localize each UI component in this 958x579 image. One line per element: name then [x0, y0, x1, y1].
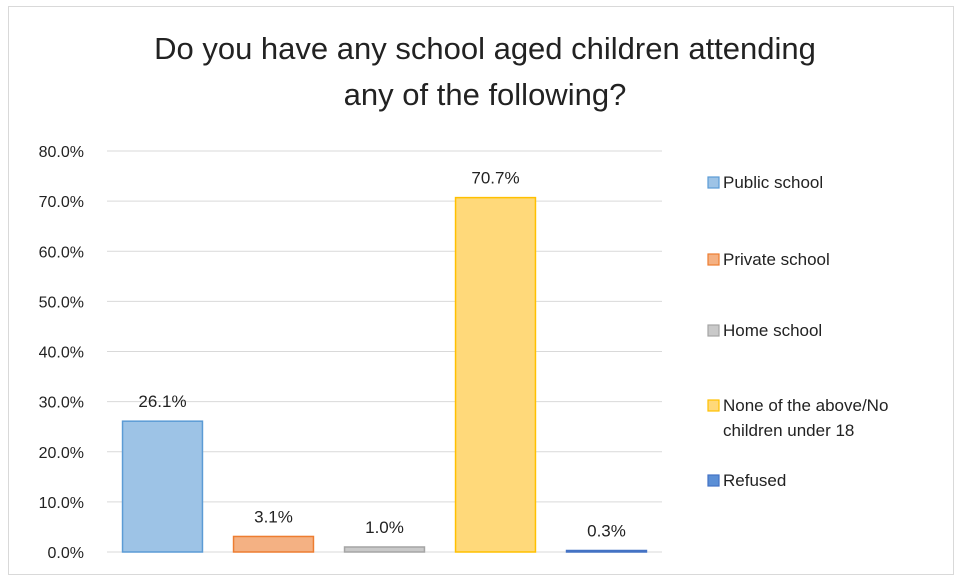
legend-label: Refused: [723, 471, 786, 490]
y-tick-label: 70.0%: [39, 194, 84, 211]
y-tick-label: 0.0%: [48, 545, 84, 562]
y-tick-label: 30.0%: [39, 395, 84, 412]
legend-label: Public school: [723, 173, 823, 192]
data-label: 1.0%: [365, 518, 404, 537]
data-labels: 26.1% 3.1% 1.0% 70.7% 0.3%: [138, 169, 625, 541]
legend-label: Private school: [723, 250, 830, 269]
y-axis-tick-labels: 0.0% 10.0% 20.0% 30.0% 40.0% 50.0% 60.0% 70.0% 8…: [39, 144, 84, 562]
chart-title: Do you have any school aged children att…: [0, 26, 958, 118]
y-tick-label: 10.0%: [39, 495, 84, 512]
data-label: 26.1%: [138, 392, 186, 411]
bar: [565, 549, 648, 553]
bar: [343, 546, 426, 553]
legend-label: children under 18: [723, 421, 854, 440]
legend-swatch: [707, 399, 720, 412]
legend-label: None of the above/No: [723, 396, 888, 415]
y-tick-label: 20.0%: [39, 445, 84, 462]
legend-swatch: [707, 176, 720, 189]
chart-frame: [8, 6, 954, 575]
bar: [454, 196, 537, 553]
y-tick-label: 40.0%: [39, 345, 84, 362]
y-tick-label: 60.0%: [39, 244, 84, 261]
legend-swatch: [707, 474, 720, 487]
legend-label: Home school: [723, 321, 822, 340]
legend-swatch: [707, 324, 720, 337]
y-tick-label: 50.0%: [39, 294, 84, 311]
data-label: 70.7%: [471, 169, 519, 188]
legend: Public school Private school Home school No…: [707, 173, 888, 490]
chart-title-line-1: Do you have any school aged children att…: [154, 31, 816, 66]
bar: [121, 420, 204, 553]
bars: [121, 196, 648, 553]
y-tick-label: 80.0%: [39, 144, 84, 161]
legend-swatch: [707, 253, 720, 266]
chart-title-line-2: any of the following?: [343, 77, 627, 112]
data-label: 0.3%: [587, 521, 626, 540]
data-label: 3.1%: [254, 507, 293, 526]
bar: [232, 535, 315, 553]
